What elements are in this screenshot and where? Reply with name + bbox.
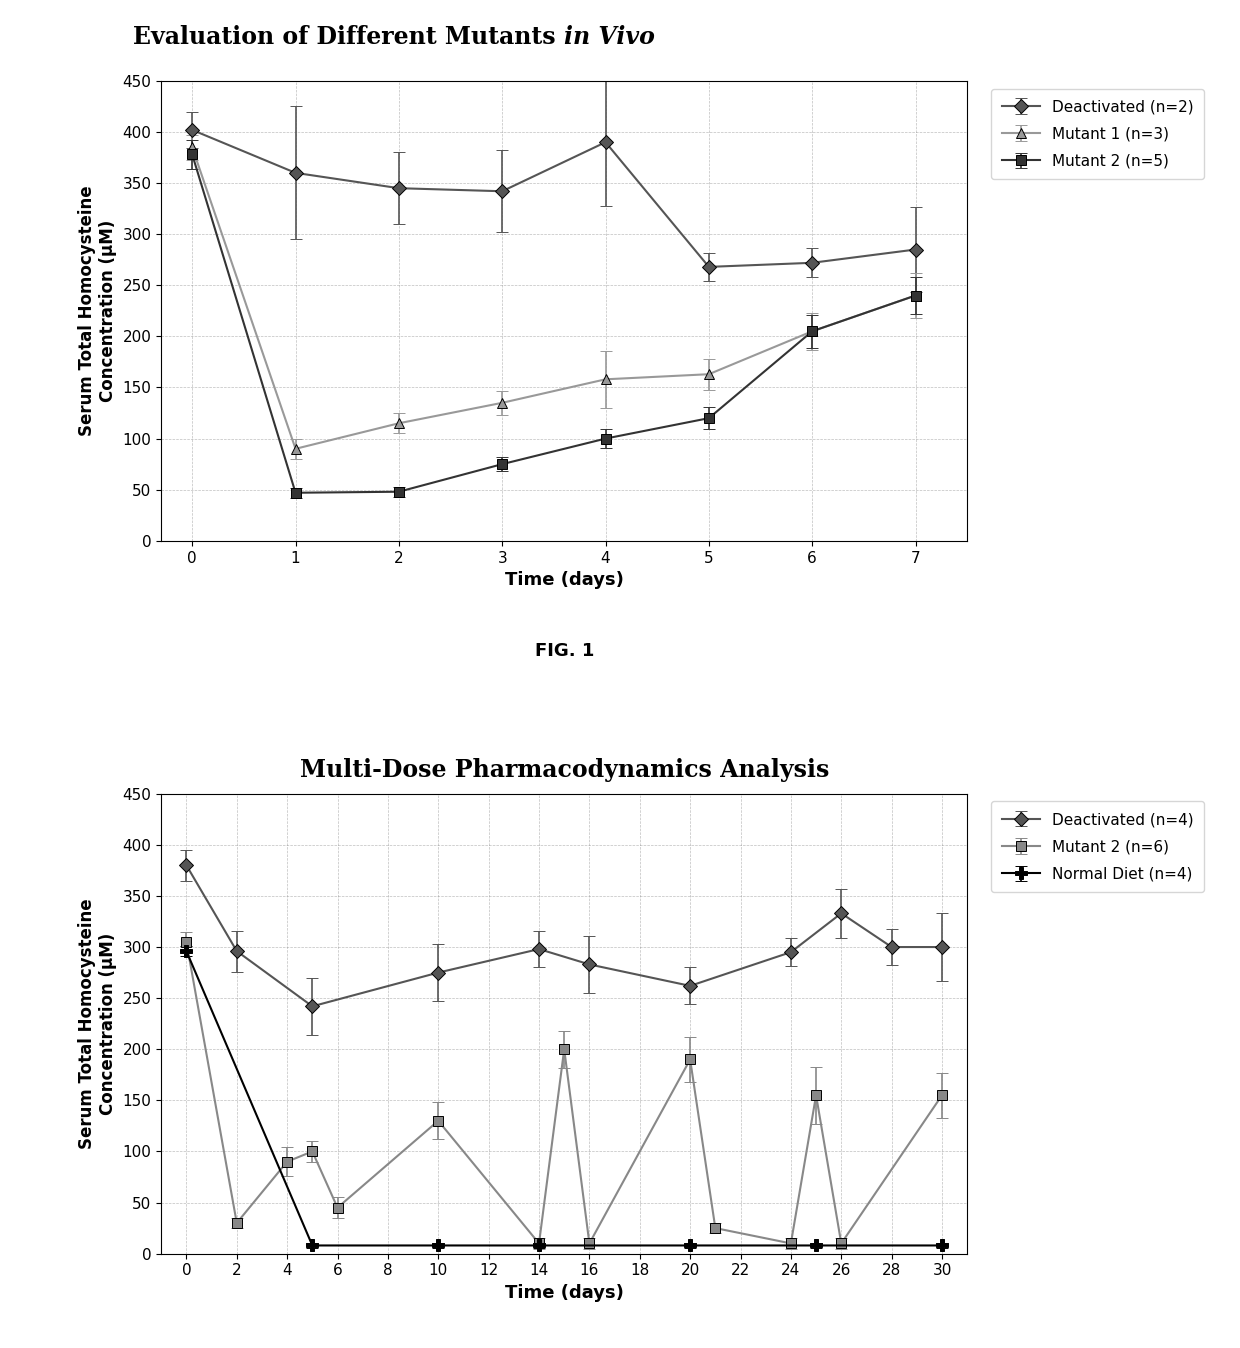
Y-axis label: Serum Total Homocysteine
Concentration (μM): Serum Total Homocysteine Concentration (…: [78, 898, 117, 1148]
Title: Multi-Dose Pharmacodynamics Analysis: Multi-Dose Pharmacodynamics Analysis: [300, 758, 828, 782]
X-axis label: Time (days): Time (days): [505, 1283, 624, 1302]
Legend: Deactivated (n=4), Mutant 2 (n=6), Normal Diet (n=4): Deactivated (n=4), Mutant 2 (n=6), Norma…: [991, 801, 1204, 892]
X-axis label: Time (days): Time (days): [505, 572, 624, 589]
Text: FIG. 1: FIG. 1: [534, 642, 594, 661]
Y-axis label: Serum Total Homocysteine
Concentration (μM): Serum Total Homocysteine Concentration (…: [78, 186, 117, 437]
Text: Evaluation of Different Mutants: Evaluation of Different Mutants: [134, 24, 564, 49]
Legend: Deactivated (n=2), Mutant 1 (n=3), Mutant 2 (n=5): Deactivated (n=2), Mutant 1 (n=3), Mutan…: [991, 89, 1204, 179]
Text: in Vivo: in Vivo: [564, 24, 655, 49]
